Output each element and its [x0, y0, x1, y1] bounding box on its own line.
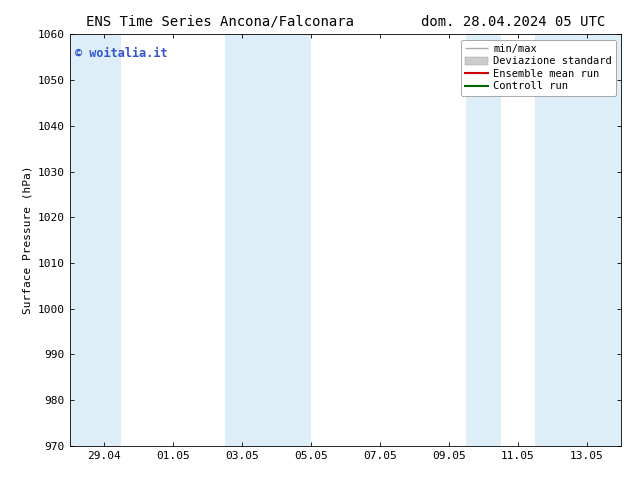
Bar — [225, 34, 259, 446]
Y-axis label: Surface Pressure (hPa): Surface Pressure (hPa) — [22, 166, 32, 315]
Title: ENS Time Series Ancona/Falconara        dom. 28.04.2024 05 UTC: ENS Time Series Ancona/Falconara dom. 28… — [86, 15, 605, 29]
Bar — [70, 34, 122, 446]
Bar — [466, 34, 501, 446]
Bar — [535, 34, 621, 446]
Legend: min/max, Deviazione standard, Ensemble mean run, Controll run: min/max, Deviazione standard, Ensemble m… — [461, 40, 616, 96]
Bar — [259, 34, 311, 446]
Text: © woitalia.it: © woitalia.it — [75, 47, 168, 60]
